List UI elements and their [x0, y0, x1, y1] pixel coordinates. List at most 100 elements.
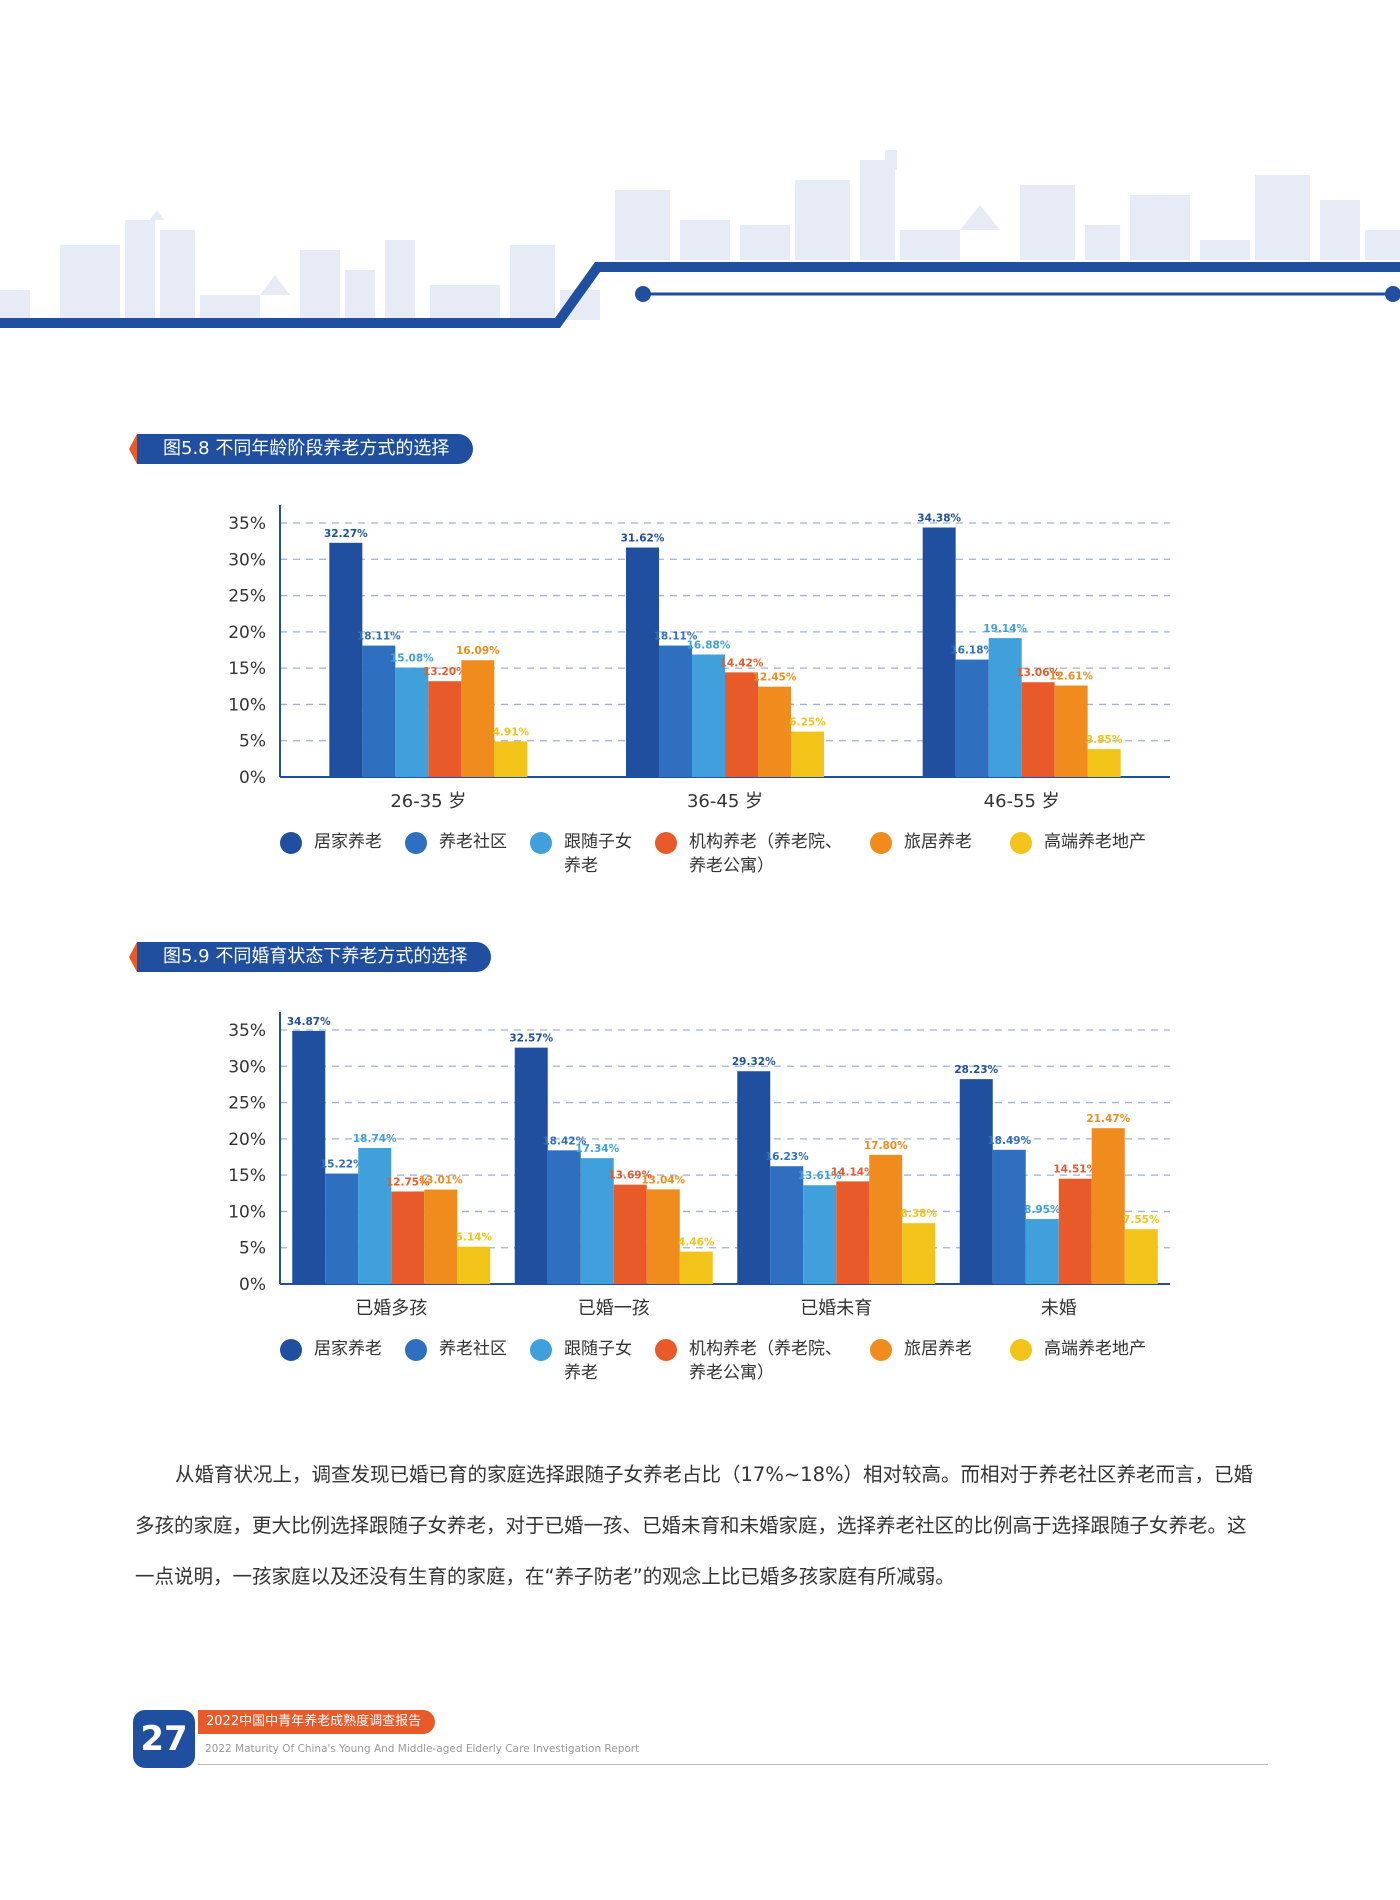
chart-figure-5-8: 0% 5% 10% 15% 20% 25% 30% 35% 32.27% 18.11% 15.08%… [228, 505, 1170, 812]
y-tick-label: 35% [228, 1021, 266, 1041]
bar-data-label: 18.11% [357, 631, 401, 643]
bar [325, 1173, 359, 1284]
title-badge-accent [129, 942, 137, 972]
legend-figure-5-9: 居家养老 养老社区 跟随子女 养老 机构养老（养老院、 养老公寓） 旅居养老 高端养老地产 [280, 1337, 1180, 1397]
legend-swatch [655, 832, 677, 854]
bar-data-label: 8.38% [901, 1208, 938, 1220]
bar [988, 638, 1022, 777]
bar [1054, 685, 1088, 777]
bar-data-label: 13.06% [1016, 667, 1060, 679]
bar [836, 1181, 870, 1284]
x-category-label: 已婚多孩 [355, 1298, 427, 1319]
title-badge-accent [129, 434, 137, 464]
bar [461, 660, 495, 777]
bar [992, 1149, 1026, 1284]
bar [395, 667, 429, 777]
legend-item: 机构养老（养老院、 养老公寓） [655, 1337, 842, 1385]
y-tick-label: 30% [228, 550, 266, 570]
bar [803, 1185, 837, 1284]
legend-label: 机构养老（养老院、 养老公寓） [689, 1339, 842, 1383]
bar-data-label: 14.14% [831, 1166, 875, 1178]
legend-item: 旅居养老 [870, 830, 972, 854]
bar [457, 1246, 491, 1284]
bar [391, 1191, 425, 1284]
y-tick-label: 5% [239, 1239, 266, 1259]
bar-data-label: 29.32% [732, 1056, 776, 1068]
legend-label: 居家养老 [314, 1339, 382, 1359]
bar-data-label: 32.57% [509, 1033, 553, 1045]
bar-data-label: 12.45% [753, 672, 797, 684]
y-tick-label: 0% [239, 1275, 266, 1295]
bar [428, 681, 462, 777]
legend-label: 机构养老（养老院、 养老公寓） [689, 832, 842, 876]
legend-swatch [870, 832, 892, 854]
legend-swatch [280, 832, 302, 854]
legend-label: 旅居养老 [904, 832, 972, 852]
bar [902, 1223, 936, 1284]
bar-data-label: 3.85% [1086, 734, 1123, 746]
bar-data-label: 17.80% [864, 1140, 908, 1152]
x-category-label: 36-45 岁 [687, 791, 763, 812]
x-category-label: 已婚未育 [800, 1298, 872, 1319]
bar-data-label: 12.75% [386, 1176, 430, 1188]
figure-5-9-title: 图5.9 不同婚育状态下养老方式的选择 [163, 946, 468, 967]
legend-swatch [405, 832, 427, 854]
bar-data-label: 14.42% [720, 657, 764, 669]
bar [646, 1189, 680, 1284]
legend-item: 养老社区 [405, 830, 507, 854]
legend-item: 跟随子女 养老 [530, 1337, 632, 1385]
bar [1025, 1219, 1059, 1284]
bar-data-label: 15.22% [320, 1159, 364, 1171]
body-paragraph: 从婚育状况上，调查发现已婚已育的家庭选择跟随子女养老占比（17%~18%）相对较… [135, 1449, 1265, 1602]
bar [1058, 1178, 1092, 1284]
bar-data-label: 5.14% [456, 1232, 493, 1244]
bar-data-label: 17.34% [575, 1143, 619, 1155]
bar-data-label: 7.55% [1123, 1214, 1160, 1226]
legend-swatch [530, 1339, 552, 1361]
bar-data-label: 32.27% [324, 528, 368, 540]
bar-data-label: 12.61% [1049, 670, 1093, 682]
bar-data-label: 13.01% [419, 1175, 463, 1187]
bar-data-label: 8.95% [1024, 1204, 1061, 1216]
bar [791, 731, 824, 777]
bar-data-label: 4.46% [678, 1237, 715, 1249]
legend-label: 跟随子女 养老 [564, 1339, 632, 1383]
bar [679, 1251, 713, 1284]
legend-swatch [1010, 832, 1032, 854]
bar [362, 645, 396, 777]
bar-data-label: 6.25% [789, 717, 826, 729]
bar [424, 1189, 458, 1284]
figure-5-8-title-badge: 图5.8 不同年龄阶段养老方式的选择 [129, 434, 474, 464]
legend-figure-5-8: 居家养老 养老社区 跟随子女 养老 机构养老（养老院、 养老公寓） 旅居养老 高端养老地产 [280, 830, 1180, 890]
bar [922, 527, 956, 777]
y-tick-label: 10% [228, 1202, 266, 1222]
bar [580, 1158, 614, 1284]
bar-data-label: 15.08% [390, 653, 434, 665]
x-category-label: 26-35 岁 [390, 791, 466, 812]
legend-label: 旅居养老 [904, 1339, 972, 1359]
legend-item: 跟随子女 养老 [530, 830, 632, 878]
legend-label: 跟随子女 养老 [564, 832, 632, 876]
legend-swatch [405, 1339, 427, 1361]
bar-data-label: 4.91% [493, 726, 530, 738]
bar [869, 1154, 903, 1284]
legend-label: 高端养老地产 [1044, 1339, 1146, 1359]
bar [358, 1148, 392, 1284]
y-tick-label: 15% [228, 1166, 266, 1186]
bar [613, 1184, 647, 1284]
y-tick-label: 20% [228, 1130, 266, 1150]
body-paragraph-text: 从婚育状况上，调查发现已婚已育的家庭选择跟随子女养老占比（17%~18%）相对较… [135, 1463, 1254, 1588]
bar [692, 654, 725, 777]
bar-data-label: 16.09% [456, 645, 500, 657]
bar-data-label: 16.18% [950, 645, 994, 657]
bar-data-label: 18.42% [542, 1135, 586, 1147]
header-skyline-decoration [0, 150, 1400, 328]
legend-swatch [280, 1339, 302, 1361]
legend-label: 养老社区 [439, 1339, 507, 1359]
bar-data-label: 18.74% [353, 1133, 397, 1145]
y-tick-label: 30% [228, 1057, 266, 1077]
bar [955, 659, 989, 777]
bar [514, 1047, 548, 1284]
bar-data-label: 19.14% [983, 623, 1027, 635]
bar [1021, 682, 1055, 777]
